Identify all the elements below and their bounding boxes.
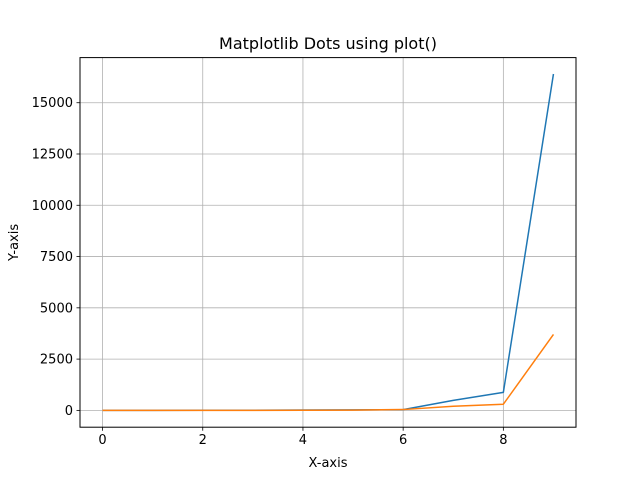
series-line-2	[102, 334, 555, 412]
y-tick-label: 10000	[32, 199, 73, 214]
y-axis-label: Y-axis	[7, 224, 22, 262]
y-tick-label: 0	[65, 404, 73, 419]
y-tick-label: 5000	[40, 301, 73, 316]
x-tick-label: 0	[98, 433, 106, 448]
y-tick-label: 2500	[40, 353, 73, 368]
y-tick-label: 7500	[40, 250, 73, 265]
chart-title: Matplotlib Dots using plot()	[219, 34, 437, 53]
y-ticks: 0 2500 5000 7500 10000 12500 15000	[32, 96, 80, 419]
x-tick-label: 4	[299, 433, 307, 448]
x-ticks: 0 2 4 6 8	[98, 427, 507, 448]
plot-frame	[79, 57, 577, 428]
x-tick-label: 6	[399, 433, 407, 448]
x-axis-label: X-axis	[309, 456, 348, 471]
y-tick-label: 15000	[32, 96, 73, 111]
x-tick-label: 2	[199, 433, 207, 448]
x-tick-label: 8	[499, 433, 507, 448]
series-lines	[102, 73, 555, 412]
y-tick-label: 12500	[32, 147, 73, 162]
